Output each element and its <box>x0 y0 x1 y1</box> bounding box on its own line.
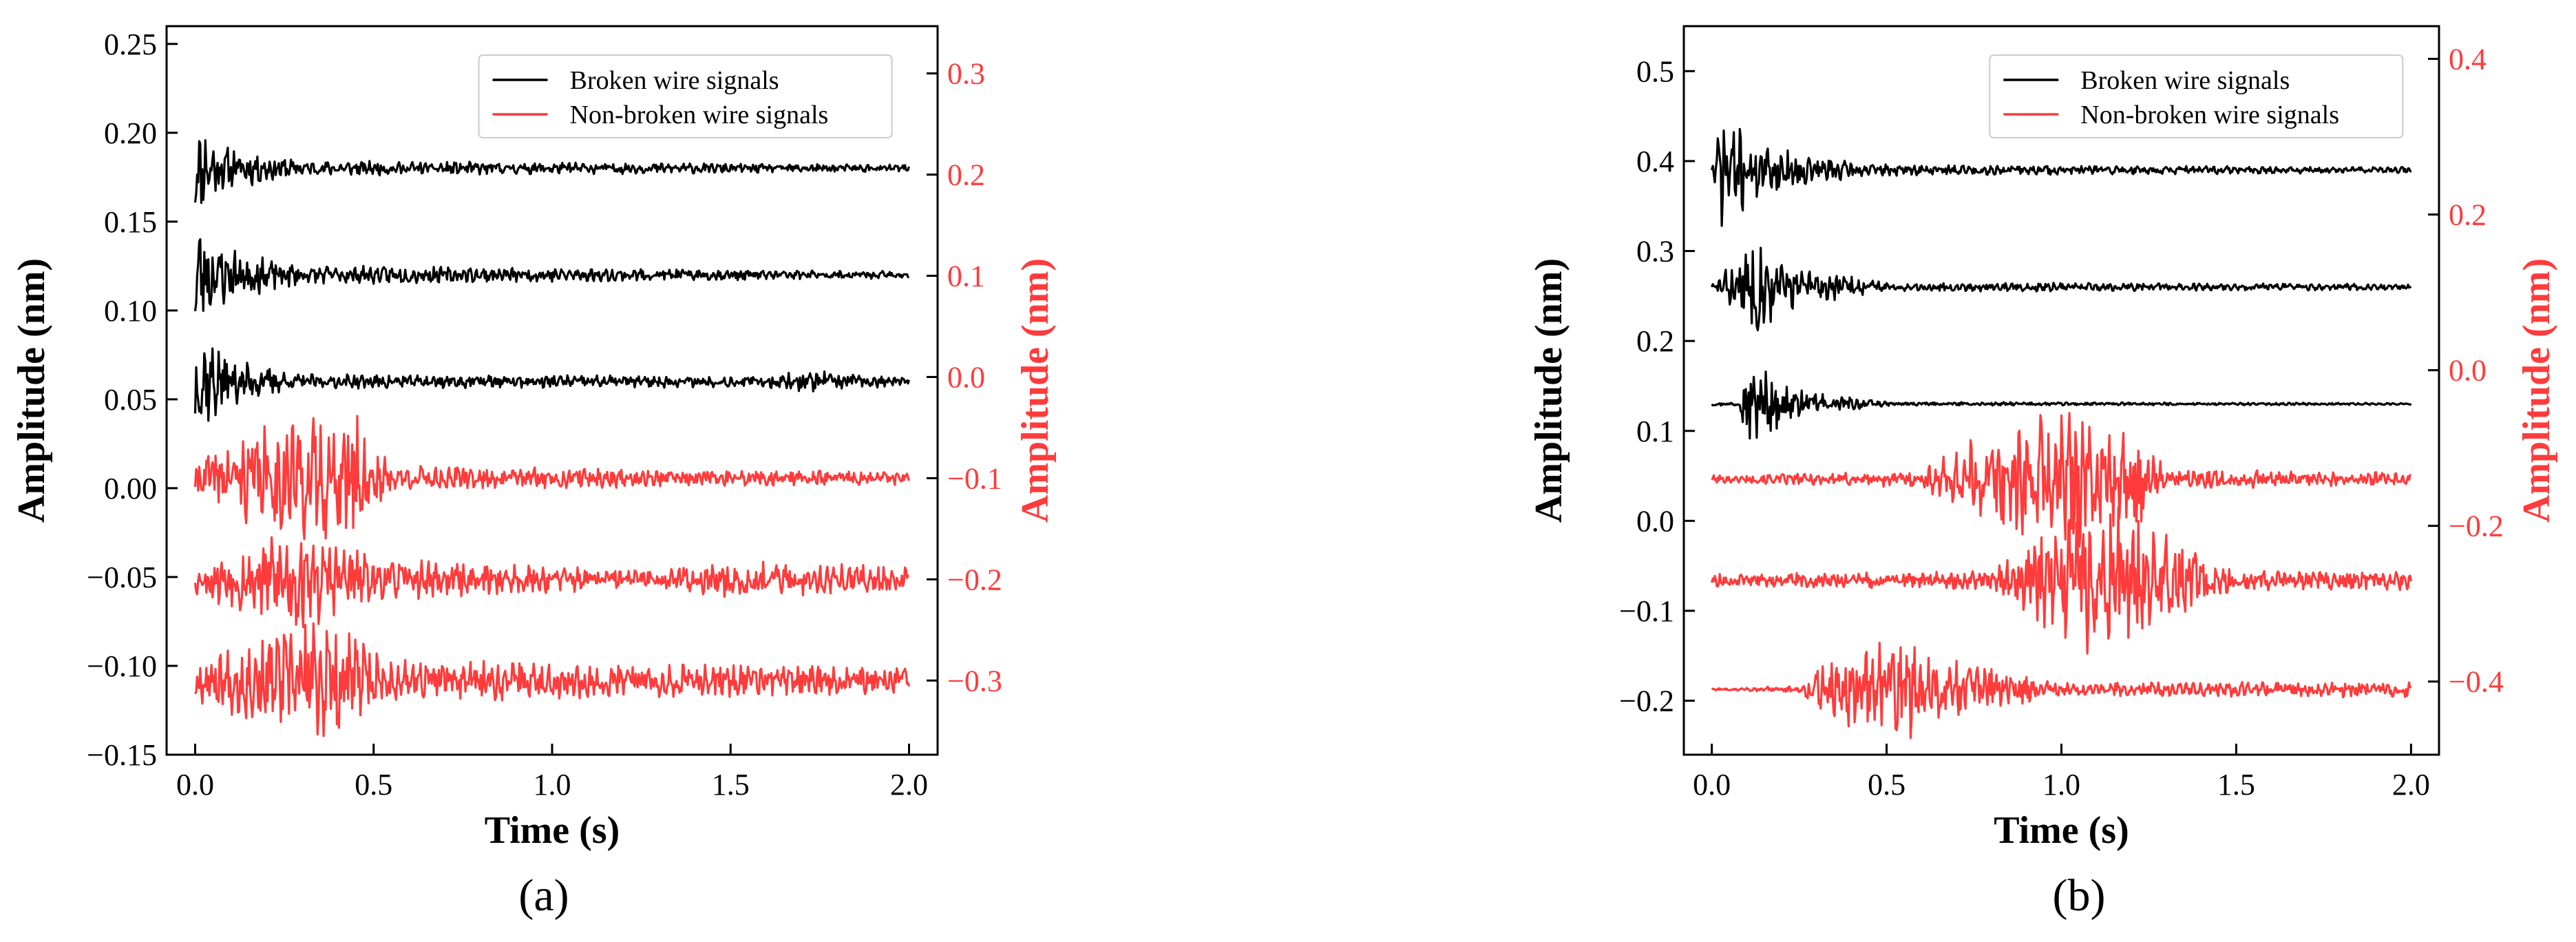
y-right-tick-label: −0.3 <box>947 664 1002 698</box>
y-tick-label: 0.20 <box>104 116 157 150</box>
broken-signal-3 <box>1711 370 2412 440</box>
non-broken-signal-6 <box>194 622 911 737</box>
y-tick-label: 0.3 <box>1636 235 1674 269</box>
broken-signal-1 <box>1711 127 2412 227</box>
y-tick-label: 0.2 <box>1636 324 1674 358</box>
y-tick-label: 0.25 <box>104 28 157 61</box>
y-right-tick-label: 0.3 <box>947 57 985 91</box>
y-right-tick-label: −0.2 <box>2449 510 2504 543</box>
legend-label: Non-broken wire signals <box>2080 101 2339 129</box>
y-tick-label: 0.0 <box>1636 504 1674 538</box>
y-tick-label: −0.1 <box>1619 594 1674 628</box>
broken-signal-3 <box>193 347 911 422</box>
y-tick-label: −0.2 <box>1619 684 1674 718</box>
y-tick-label: −0.10 <box>87 649 157 683</box>
y-tick-label: −0.15 <box>87 738 157 772</box>
y-right-tick-label: 0.0 <box>947 360 985 394</box>
panel-a: 0.0 0.5 1.0 1.5 2.0 −0.15 −0.10 −0.05 0.00 0.05 0.… <box>10 25 1057 921</box>
legend-box <box>478 54 893 138</box>
y-tick-label: 0.00 <box>104 472 157 505</box>
legend-label: Non-broken wire signals <box>570 101 829 129</box>
x-tick-label: 1.5 <box>712 768 750 802</box>
y-right-tick-label: 0.2 <box>947 158 985 192</box>
y-axis-title: Amplitude (nm) <box>10 258 53 523</box>
y-right-tick-label: 0.1 <box>947 260 985 293</box>
y-tick-label: 0.4 <box>1636 145 1674 178</box>
legend: Broken wire signals Non-broken wire signa… <box>1989 54 2404 138</box>
non-broken-signal-5 <box>193 536 909 629</box>
y-tick-label: 0.5 <box>1636 54 1674 88</box>
panel-caption: (a) <box>518 870 569 921</box>
x-tick-label: 2.0 <box>890 768 928 802</box>
x-tick-label: 0.5 <box>355 768 392 802</box>
non-broken-signal-4 <box>1711 412 2411 548</box>
y-tick-label: 0.05 <box>104 383 157 417</box>
y-tick-label: 0.1 <box>1636 415 1674 448</box>
broken-signal-2 <box>1711 247 2412 332</box>
y-right-tick-label: −0.1 <box>947 461 1002 495</box>
y-right-tick-label: −0.4 <box>2449 665 2504 699</box>
x-axis-title: Time (s) <box>485 809 620 852</box>
x-tick-label: 0.5 <box>1868 768 1905 802</box>
y-tick-label: 0.15 <box>104 205 157 239</box>
y-right-tick-label: 0.2 <box>2449 198 2487 232</box>
x-tick-label: 1.5 <box>2217 768 2255 802</box>
y-right-tick-label: 0.0 <box>2449 354 2487 388</box>
y-right-axis-title: Amplitude (nm) <box>1014 258 1057 523</box>
y-tick-label: 0.10 <box>104 294 157 328</box>
broken-signal-2 <box>193 238 909 312</box>
panel-caption: (b) <box>2053 870 2106 921</box>
x-tick-label: 0.0 <box>176 768 214 802</box>
x-tick-label: 0.0 <box>1693 768 1731 802</box>
legend-label: Broken wire signals <box>2080 66 2290 95</box>
non-broken-signal-6 <box>1711 642 2412 740</box>
y-right-tick-label: −0.2 <box>947 563 1002 596</box>
x-tick-label: 1.0 <box>2042 768 2080 802</box>
x-tick-label: 2.0 <box>2392 768 2430 802</box>
legend-box <box>1989 54 2404 138</box>
legend-label: Broken wire signals <box>570 66 779 95</box>
y-right-tick-label: 0.4 <box>2449 42 2487 76</box>
non-broken-signal-5 <box>1711 506 2412 655</box>
x-tick-label: 1.0 <box>534 768 571 802</box>
non-broken-signal-4 <box>193 415 911 541</box>
broken-signal-1 <box>193 139 911 205</box>
legend: Broken wire signals Non-broken wire signa… <box>478 54 893 138</box>
y-axis-title: Amplitude (nm) <box>1528 258 1570 523</box>
y-tick-label: −0.05 <box>87 561 157 594</box>
panel-b: 0.0 0.5 1.0 1.5 2.0 −0.2 −0.1 0.0 0.1 0.2 0.3 0.4 0.… <box>1528 25 2558 921</box>
y-right-axis-title: Amplitude (nm) <box>2515 258 2558 523</box>
x-axis-title: Time (s) <box>1994 809 2129 852</box>
